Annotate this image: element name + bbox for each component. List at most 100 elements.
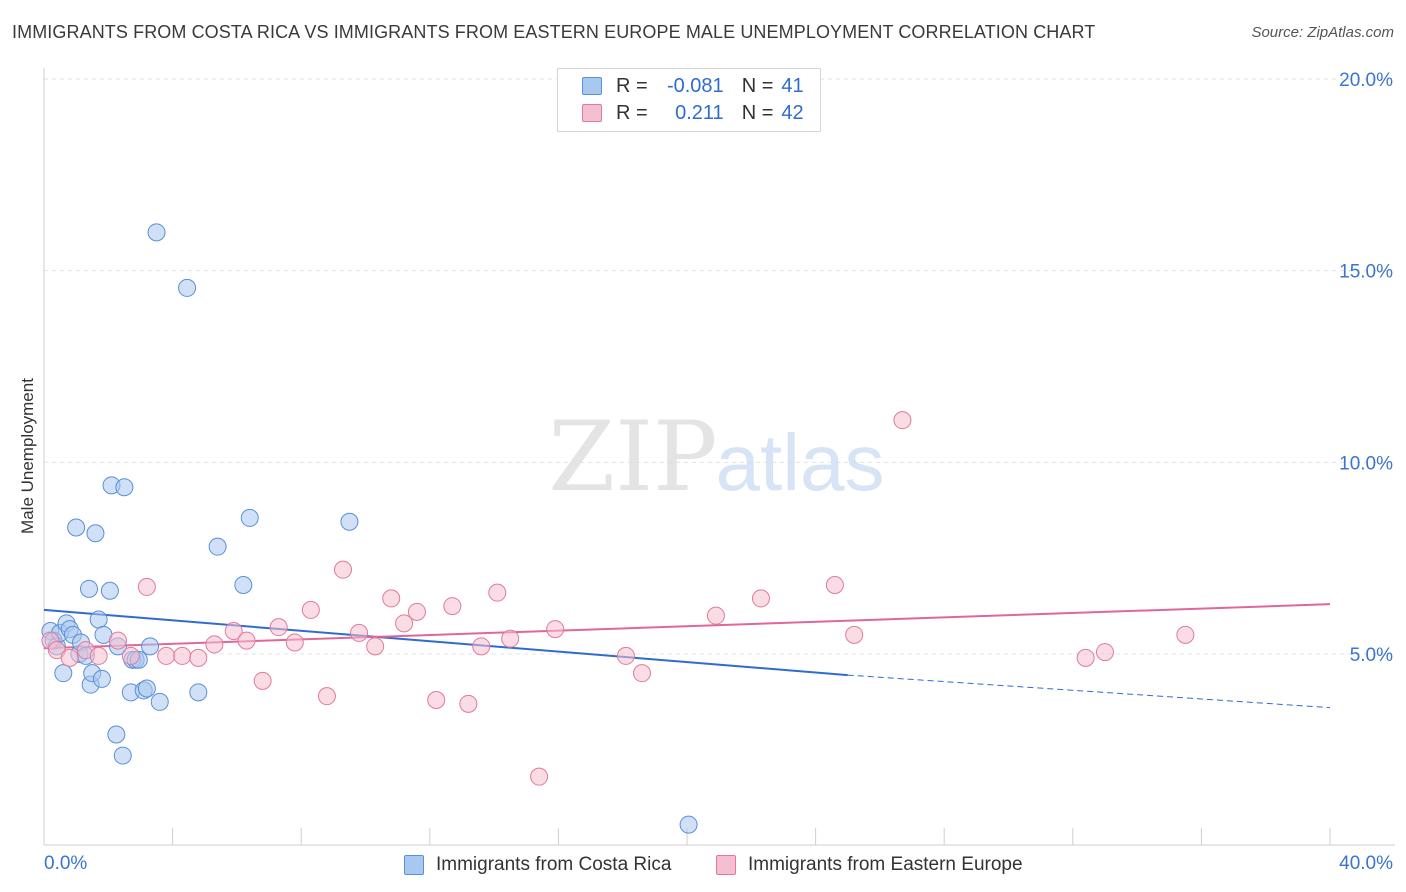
data-point: [546, 620, 565, 639]
data-point: [443, 597, 462, 616]
y-axis-label: Male Unemployment: [18, 378, 37, 534]
legend-r-label: R =: [616, 74, 648, 97]
data-point: [108, 631, 127, 650]
data-point: [86, 524, 105, 543]
y-tick-label: 5.0%: [1350, 645, 1393, 666]
legend-row-eastern-europe: R = 0.211 N = 42: [582, 100, 804, 126]
data-point: [141, 637, 160, 656]
data-point: [115, 478, 134, 497]
legend-n-label: N =: [741, 101, 774, 124]
series-swatch-eastern-europe: [716, 855, 736, 875]
data-point: [137, 577, 156, 596]
data-point: [173, 646, 192, 665]
data-point: [60, 648, 79, 667]
watermark-zip: ZIP: [548, 401, 717, 513]
data-point: [89, 610, 108, 629]
series-legend-costa-rica: Immigrants from Costa Rica: [404, 852, 671, 878]
data-point: [530, 767, 549, 786]
data-point: [340, 512, 359, 531]
series-label-eastern-europe: Immigrants from Eastern Europe: [748, 854, 1023, 875]
data-point: [333, 560, 352, 579]
trend-extension-0: [847, 674, 1331, 709]
data-point: [751, 589, 770, 608]
data-point: [205, 635, 224, 654]
legend-r-value-costa-rica: -0.081: [666, 74, 724, 97]
data-point: [501, 629, 520, 648]
x-tick-label: 0.0%: [44, 853, 87, 874]
gridlines: [44, 78, 1395, 655]
data-point: [224, 622, 243, 640]
data-point: [80, 579, 99, 598]
data-point: [472, 637, 491, 656]
chart-title: IMMIGRANTS FROM COSTA RICA VS IMMIGRANTS…: [12, 22, 1096, 42]
data-point: [317, 687, 336, 706]
series-legend-eastern-europe: Immigrants from Eastern Europe: [716, 852, 1023, 878]
data-point: [350, 623, 369, 642]
data-point: [67, 518, 86, 537]
legend-r-label: R =: [616, 101, 648, 124]
data-point: [150, 692, 169, 711]
data-point: [147, 223, 166, 242]
data-point: [100, 581, 119, 600]
data-point: [632, 664, 651, 683]
data-point: [237, 631, 256, 650]
legend-r-value-eastern-europe: 0.211: [675, 101, 724, 124]
data-point: [679, 815, 698, 834]
y-tick-label: 10.0%: [1339, 453, 1393, 474]
watermark-atlas: atlas: [716, 418, 885, 507]
trend-lines: [43, 603, 1331, 709]
data-point: [459, 694, 478, 713]
data-point: [285, 633, 304, 652]
data-point: [121, 646, 140, 665]
data-point: [253, 671, 272, 690]
data-point: [407, 602, 426, 621]
data-point: [706, 606, 725, 625]
data-point: [92, 669, 111, 688]
data-point: [825, 576, 844, 594]
data-point: [107, 725, 126, 744]
data-point: [845, 625, 864, 644]
data-point: [157, 646, 176, 665]
data-point: [269, 618, 288, 637]
correlation-legend: R = -0.081 N = 41 R = 0.211 N = 42: [557, 68, 821, 132]
data-point: [234, 576, 253, 594]
legend-swatch-costa-rica: [582, 77, 602, 95]
data-point: [240, 508, 259, 527]
y-tick-label: 15.0%: [1339, 262, 1393, 283]
data-point: [189, 648, 208, 667]
data-point: [1095, 643, 1114, 662]
data-point: [427, 691, 446, 709]
legend-swatch-eastern-europe: [582, 104, 602, 122]
data-point: [178, 278, 197, 297]
data-points: [41, 223, 1195, 834]
trend-line-0: [43, 608, 848, 677]
data-point: [366, 637, 385, 656]
chart-source: Source: ZipAtlas.com: [1251, 24, 1394, 41]
data-point: [208, 537, 227, 556]
data-point: [1076, 648, 1095, 667]
data-point: [488, 583, 507, 602]
tick-labels: 5.0% 10.0% 15.0% 20.0% 0.0% 40.0%: [44, 70, 1393, 874]
data-point: [395, 614, 414, 633]
legend-n-value-costa-rica: 41: [781, 74, 804, 97]
data-point: [893, 411, 912, 430]
y-tick-label: 20.0%: [1339, 70, 1393, 91]
data-point: [113, 746, 132, 765]
x-tick-label: 40.0%: [1339, 853, 1393, 874]
data-point: [616, 646, 635, 665]
legend-n-label: N =: [741, 74, 774, 97]
data-point: [54, 664, 73, 683]
legend-n-value-eastern-europe: 42: [781, 101, 804, 124]
data-point: [301, 600, 320, 619]
series-label-costa-rica: Immigrants from Costa Rica: [436, 854, 672, 875]
trend-line-1: [43, 603, 1331, 650]
data-point: [89, 646, 108, 665]
legend-row-costa-rica: R = -0.081 N = 41: [582, 73, 804, 99]
data-point: [189, 683, 208, 702]
data-point: [382, 589, 401, 608]
series-swatch-costa-rica: [404, 855, 424, 875]
data-point: [137, 679, 156, 698]
data-point: [1176, 625, 1195, 644]
